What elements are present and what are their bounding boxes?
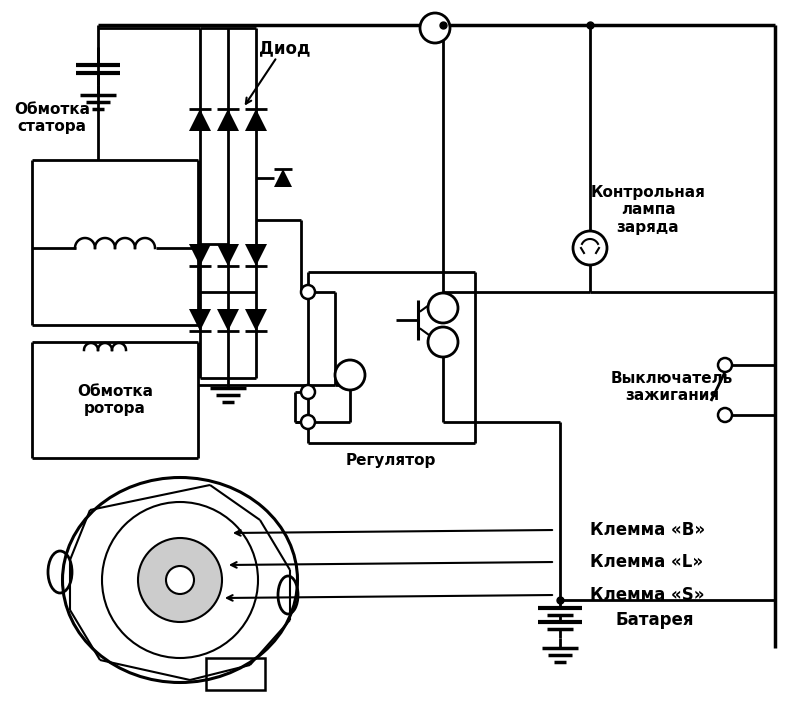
Text: B: B	[430, 21, 440, 35]
Polygon shape	[189, 109, 211, 131]
Circle shape	[428, 293, 458, 323]
Circle shape	[718, 408, 732, 422]
Polygon shape	[274, 169, 292, 187]
Circle shape	[718, 358, 732, 372]
Circle shape	[301, 285, 315, 299]
Text: Контрольная
лампа
заряда: Контрольная лампа заряда	[590, 185, 706, 235]
Text: Диод: Диод	[259, 39, 310, 57]
Text: Клемма «B»: Клемма «B»	[590, 521, 705, 539]
Circle shape	[301, 415, 315, 429]
Polygon shape	[217, 309, 239, 331]
Circle shape	[138, 538, 222, 622]
Circle shape	[428, 327, 458, 357]
Text: Регулятор: Регулятор	[346, 452, 436, 467]
Text: Выключатель
зажигания: Выключатель зажигания	[611, 371, 733, 403]
Polygon shape	[217, 109, 239, 131]
Circle shape	[420, 13, 450, 43]
Circle shape	[166, 566, 194, 594]
Polygon shape	[189, 309, 211, 331]
Circle shape	[301, 385, 315, 399]
Polygon shape	[245, 109, 267, 131]
Text: Обмотка
ротора: Обмотка ротора	[77, 384, 153, 416]
Polygon shape	[245, 309, 267, 331]
Polygon shape	[245, 244, 267, 266]
Circle shape	[335, 360, 365, 390]
Text: Клемма «L»: Клемма «L»	[590, 553, 703, 571]
Text: Клемма «S»: Клемма «S»	[590, 586, 705, 604]
Text: Батарея: Батарея	[616, 611, 694, 629]
Text: L: L	[438, 301, 447, 315]
Polygon shape	[217, 244, 239, 266]
Polygon shape	[189, 244, 211, 266]
Circle shape	[573, 231, 607, 265]
Text: S: S	[438, 335, 448, 349]
Text: Обмотка
статора: Обмотка статора	[14, 102, 90, 134]
Text: E: E	[346, 368, 354, 382]
